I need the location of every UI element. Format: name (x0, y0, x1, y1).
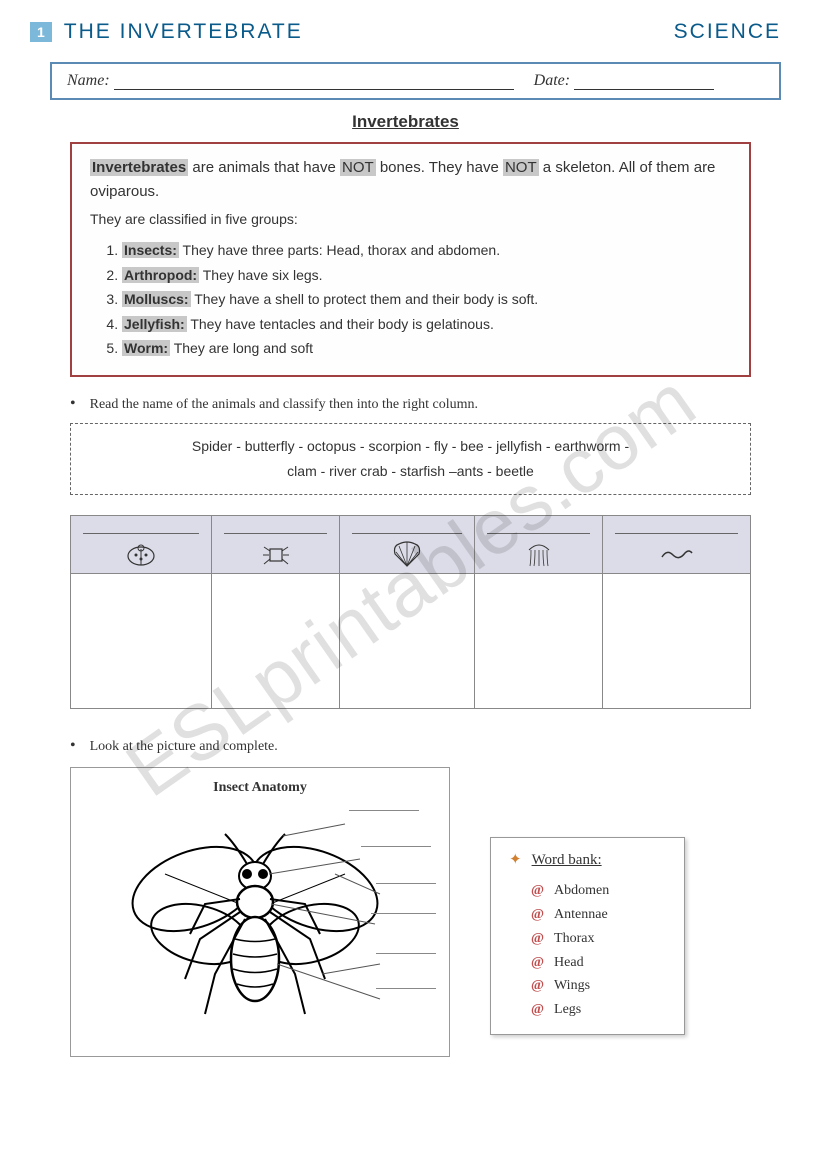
crab-icon (216, 540, 335, 568)
col-label-line[interactable] (615, 522, 738, 534)
jellyfish-icon (479, 540, 598, 568)
anatomy-diagram-box: Insect Anatomy (70, 767, 450, 1057)
wordbank-title: Word bank: (509, 850, 666, 869)
col-label-line[interactable] (224, 522, 327, 534)
th-col-5 (603, 516, 751, 574)
group-desc: They are long and soft (170, 340, 313, 356)
name-input-line[interactable] (114, 72, 514, 90)
wb-item: Legs (531, 998, 666, 1022)
wb-item: Thorax (531, 927, 666, 951)
animal-word-box: Spider - butterfly - octopus - scorpion … (70, 423, 751, 495)
th-col-2 (212, 516, 340, 574)
group-desc: They have a shell to protect them and th… (191, 291, 539, 307)
page-number: 1 (30, 22, 52, 42)
group-name: Jellyfish: (122, 316, 187, 332)
group-item: Jellyfish: They have tentacles and their… (122, 312, 731, 337)
ladybug-icon (75, 540, 207, 568)
animals-line-1: Spider - butterfly - octopus - scorpion … (86, 434, 735, 459)
group-item: Insects: They have three parts: Head, th… (122, 238, 731, 263)
group-name: Insects: (122, 242, 179, 258)
task-2: Look at the picture and complete. (70, 737, 781, 755)
col-label-line[interactable] (487, 522, 590, 534)
not-1: NOT (340, 159, 376, 176)
cell-5[interactable] (603, 574, 751, 709)
wb-item: Head (531, 951, 666, 975)
group-desc: They have tentacles and their body is ge… (187, 316, 494, 332)
cell-4[interactable] (475, 574, 603, 709)
info-intro: Invertebrates are animals that have NOT … (90, 156, 731, 204)
wb-item: Wings (531, 974, 666, 998)
group-name: Worm: (122, 340, 170, 356)
group-item: Worm: They are long and soft (122, 336, 731, 361)
th-col-1 (71, 516, 212, 574)
insect-anatomy-svg (85, 804, 435, 1034)
wordbank-list: Abdomen Antennae Thorax Head Wings Legs (509, 879, 666, 1022)
name-date-box: Name: Date: (50, 62, 781, 100)
task-1: Read the name of the animals and classif… (70, 395, 781, 413)
worm-icon (607, 540, 746, 568)
date-label: Date: (534, 72, 570, 90)
col-label-line[interactable] (83, 522, 199, 534)
intro-term: Invertebrates (90, 159, 188, 176)
th-col-4 (475, 516, 603, 574)
not-2: NOT (503, 159, 539, 176)
label-line-6[interactable] (376, 988, 436, 989)
header: 1 THE INVERTEBRATE SCIENCE (30, 20, 781, 44)
shell-icon (344, 540, 470, 568)
page-title: THE INVERTEBRATE (64, 20, 674, 44)
label-line-4[interactable] (371, 913, 436, 914)
cell-1[interactable] (71, 574, 212, 709)
col-label-line[interactable] (352, 522, 462, 534)
wordbank-box: Word bank: Abdomen Antennae Thorax Head … (490, 837, 685, 1035)
group-item: Arthropod: They have six legs. (122, 263, 731, 288)
group-name: Arthropod: (122, 267, 199, 283)
name-label: Name: (67, 72, 110, 90)
cell-2[interactable] (212, 574, 340, 709)
info-box: Invertebrates are animals that have NOT … (70, 142, 751, 377)
group-item: Molluscs: They have a shell to protect t… (122, 287, 731, 312)
group-desc: They have six legs. (199, 267, 322, 283)
label-line-3[interactable] (376, 883, 436, 884)
anatomy-section: Insect Anatomy (70, 767, 751, 1057)
date-input-line[interactable] (574, 72, 714, 90)
cell-3[interactable] (340, 574, 475, 709)
wb-item: Abdomen (531, 879, 666, 903)
subject-label: SCIENCE (674, 20, 781, 44)
info-subline: They are classified in five groups: (90, 208, 731, 230)
label-line-2[interactable] (361, 846, 431, 847)
group-desc: They have three parts: Head, thorax and … (179, 242, 500, 258)
wb-item: Antennae (531, 903, 666, 927)
animals-line-2: clam - river crab - starfish –ants - bee… (86, 459, 735, 484)
label-line-1[interactable] (349, 810, 419, 811)
th-col-3 (340, 516, 475, 574)
intro-t1: are animals that have (188, 159, 340, 176)
section-title: Invertebrates (30, 112, 781, 132)
classify-table (70, 515, 751, 709)
intro-t2: bones. They have (376, 159, 503, 176)
label-line-5[interactable] (376, 953, 436, 954)
anatomy-title: Insect Anatomy (83, 780, 437, 796)
group-name: Molluscs: (122, 291, 191, 307)
group-list: Insects: They have three parts: Head, th… (90, 238, 731, 361)
